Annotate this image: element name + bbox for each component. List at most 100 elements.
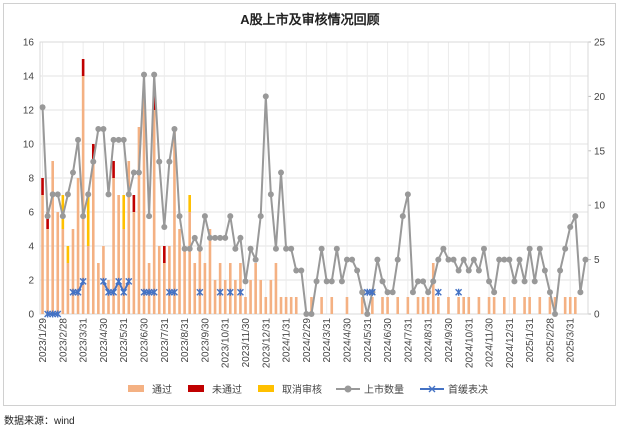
x-tick-label: 2024/7/31 <box>403 318 414 363</box>
bar <box>568 297 572 314</box>
bar <box>66 246 70 263</box>
bar <box>132 195 136 212</box>
marker <box>257 213 264 220</box>
x-tick-label: 2024/11/30 <box>485 318 496 368</box>
bar <box>563 297 567 314</box>
bar <box>426 297 430 314</box>
bar <box>218 263 222 314</box>
x-tick-label: 2025/1/31 <box>525 318 536 363</box>
bar <box>117 195 120 314</box>
marker <box>170 288 178 296</box>
legend-label: 上市数量 <box>364 383 404 396</box>
marker <box>156 158 163 165</box>
marker <box>379 278 386 285</box>
y-tick-label: 12 <box>23 106 35 117</box>
marker <box>115 136 122 143</box>
bar <box>406 297 410 314</box>
marker <box>69 169 76 176</box>
bar <box>41 195 44 314</box>
marker <box>236 288 244 296</box>
bar <box>46 212 49 229</box>
bar <box>294 297 298 314</box>
marker <box>480 245 487 252</box>
marker <box>196 288 204 296</box>
x-tick-label: 2024/2/29 <box>302 318 313 363</box>
bar <box>188 212 191 314</box>
marker <box>115 277 123 285</box>
marker <box>90 158 97 165</box>
marker <box>536 245 543 252</box>
x-tick-label: 2023/12/31 <box>261 318 272 368</box>
marker <box>69 288 77 296</box>
marker <box>368 288 376 296</box>
bar <box>371 297 374 314</box>
marker <box>363 288 371 296</box>
line <box>41 74 587 315</box>
x-tick-label: 2024/4/30 <box>342 318 353 363</box>
bar <box>137 127 141 314</box>
marker <box>125 191 132 198</box>
bar <box>523 297 526 314</box>
bar <box>492 297 496 314</box>
marker <box>435 256 442 263</box>
marker <box>465 267 472 274</box>
marker <box>201 213 208 220</box>
marker <box>242 278 249 285</box>
bar <box>86 246 90 314</box>
marker <box>130 169 137 176</box>
marker <box>440 245 447 252</box>
marker <box>54 191 61 198</box>
bar <box>122 229 126 314</box>
marker <box>100 126 107 133</box>
bar <box>330 297 334 314</box>
bar <box>249 280 252 314</box>
marker <box>354 267 361 274</box>
y-tick-label: 10 <box>23 140 35 151</box>
legend-label: 通过 <box>152 383 172 396</box>
bar <box>81 59 85 76</box>
bar <box>66 263 70 314</box>
x-tick-label: 2024/10/31 <box>464 318 475 368</box>
bar <box>234 280 237 314</box>
bar <box>163 263 166 314</box>
x-tick-label: 2023/11/30 <box>241 318 252 368</box>
marker <box>176 213 183 220</box>
bar <box>122 195 126 229</box>
marker <box>445 256 452 263</box>
bar <box>274 263 278 314</box>
x-tick-label: 2023/5/31 <box>119 318 130 363</box>
marker <box>562 245 569 252</box>
bar <box>223 280 227 314</box>
bar <box>188 195 191 212</box>
bar <box>127 161 131 314</box>
marker <box>49 310 57 318</box>
marker <box>145 288 153 296</box>
x-tick-label: 2023/3/31 <box>79 318 90 363</box>
x-tick-label: 2023/4/30 <box>99 318 110 363</box>
bar <box>213 280 217 314</box>
marker <box>196 245 203 252</box>
bar <box>259 280 263 314</box>
bar <box>97 263 100 314</box>
bar <box>81 76 85 314</box>
marker <box>409 289 416 296</box>
x-tick-label: 2024/9/30 <box>444 318 455 363</box>
marker <box>150 288 158 296</box>
marker <box>165 288 173 296</box>
marker <box>546 289 553 296</box>
bar <box>477 297 481 314</box>
marker <box>541 267 548 274</box>
x-tick-label: 2025/2/28 <box>545 318 556 363</box>
legend-label: 首缓表决 <box>448 383 488 396</box>
bar <box>381 297 384 314</box>
marker <box>166 158 173 165</box>
marker <box>455 267 462 274</box>
y-tick-label: 8 <box>28 174 34 185</box>
marker <box>278 169 285 176</box>
marker <box>44 213 51 220</box>
bar <box>244 297 247 314</box>
chart-title: A股上市及审核情况回顾 <box>240 12 379 27</box>
marker <box>75 136 82 143</box>
marker <box>79 277 87 285</box>
marker <box>247 245 254 252</box>
